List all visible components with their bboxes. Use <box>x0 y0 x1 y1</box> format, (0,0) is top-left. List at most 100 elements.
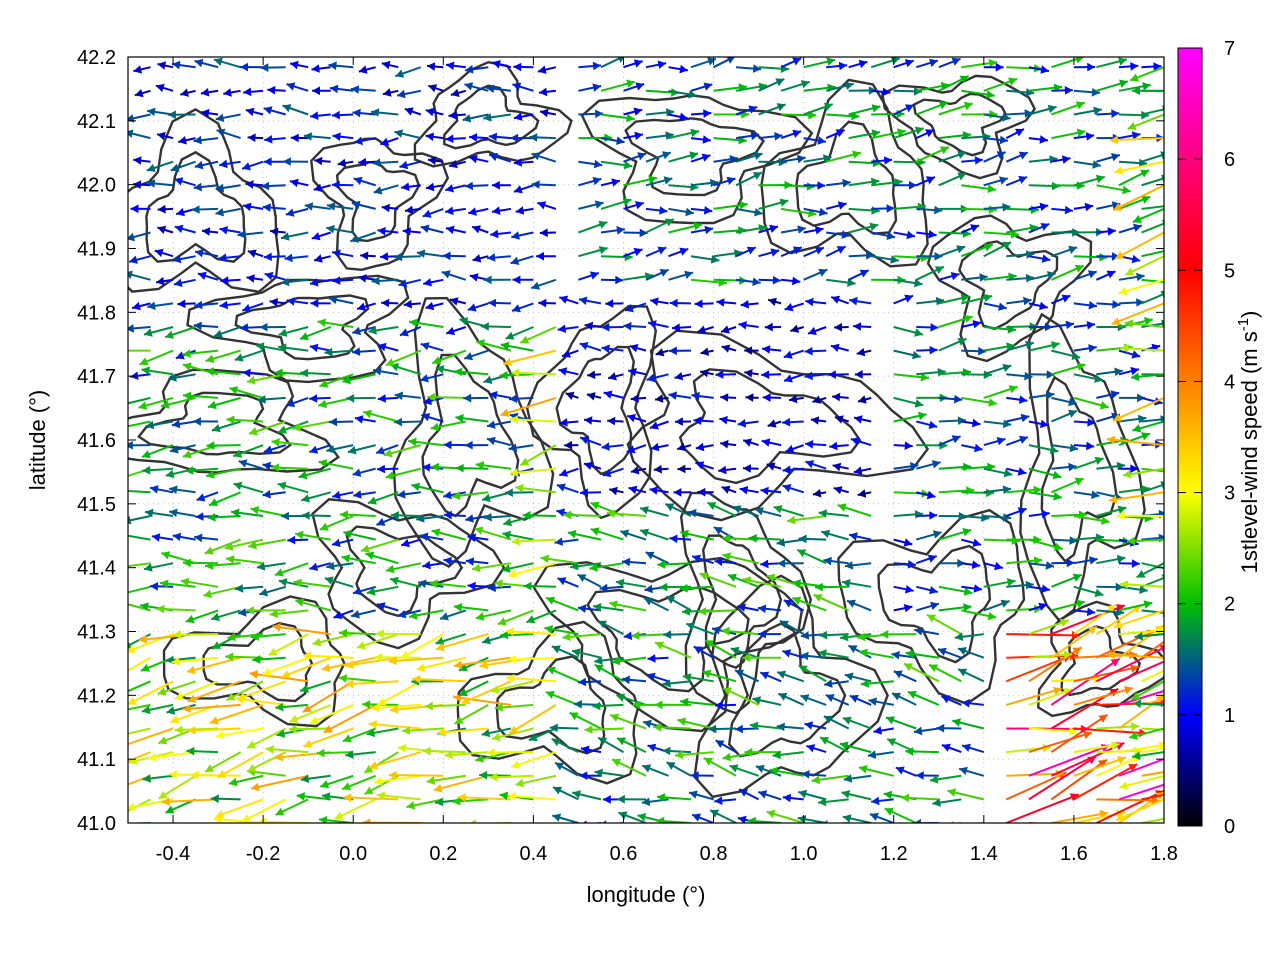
wind-arrow <box>169 444 196 454</box>
wind-arrow-head <box>1065 320 1074 330</box>
wind-arrow-head <box>321 663 331 672</box>
wind-arrow-head <box>721 325 730 334</box>
wind-arrow-shaft <box>505 630 556 636</box>
wind-arrow <box>326 561 354 571</box>
y-tick-label: 41.7 <box>77 366 116 388</box>
wind-arrow-head <box>778 692 788 701</box>
wind-arrow-head <box>777 670 786 679</box>
wind-arrow-head <box>324 576 334 585</box>
wind-arrow-head <box>158 736 168 745</box>
wind-arrow-head <box>351 610 360 619</box>
wind-arrow-shaft <box>148 751 196 760</box>
wind-arrow-head <box>423 396 432 405</box>
wind-arrow-head <box>941 695 951 704</box>
wind-arrow-head <box>682 673 692 682</box>
wind-arrow-head <box>693 416 702 425</box>
wind-arrow-head <box>626 445 636 454</box>
wind-arrow <box>309 444 332 454</box>
wind-arrow <box>465 514 489 523</box>
wind-arrow <box>618 811 647 823</box>
wind-arrow-head <box>394 417 403 427</box>
wind-arrow <box>408 609 444 620</box>
wind-arrow-shaft <box>128 516 129 518</box>
wind-arrow-head <box>988 398 997 407</box>
wind-arrow-head <box>766 573 776 582</box>
wind-arrow-head <box>873 726 882 735</box>
wind-arrow-head <box>937 647 947 656</box>
wind-arrow-head <box>190 770 199 780</box>
wind-arrow <box>734 724 759 734</box>
wind-arrow-head <box>207 513 216 522</box>
wind-arrow-head <box>515 778 525 788</box>
wind-arrow-shaft <box>954 822 962 823</box>
wind-arrow <box>505 326 534 340</box>
wind-arrow-shaft <box>506 676 556 683</box>
wind-arrow-shaft <box>1095 604 1143 635</box>
wind-arrow-head <box>443 556 452 566</box>
wind-arrow-shaft <box>272 625 331 636</box>
wind-arrow <box>203 585 241 599</box>
wind-arrow <box>776 538 804 547</box>
wind-arrow-head <box>303 651 312 661</box>
wind-arrow-head <box>265 745 274 754</box>
wind-arrow-head <box>119 688 128 696</box>
x-tick-label: 1.2 <box>880 843 908 865</box>
wind-arrow <box>819 630 849 640</box>
wind-arrow-head <box>707 502 717 510</box>
wind-arrow-head <box>632 700 641 710</box>
wind-arrow-head <box>193 417 201 426</box>
wind-arrow-head <box>194 300 203 310</box>
wind-arrow-head <box>590 527 600 536</box>
wind-arrow-head <box>1165 247 1174 255</box>
wind-arrow-head <box>217 769 227 778</box>
wind-arrow <box>680 529 714 541</box>
wind-arrow <box>164 326 196 339</box>
wind-arrow <box>286 297 309 306</box>
wind-arrow-head <box>859 648 868 658</box>
wind-arrow <box>343 793 399 802</box>
wind-arrow-head <box>1072 573 1082 582</box>
wind-arrow <box>1073 515 1110 525</box>
wind-arrow-shaft <box>128 515 151 522</box>
wind-arrow <box>868 697 894 706</box>
wind-arrow-head <box>242 368 251 378</box>
wind-arrow <box>128 279 129 281</box>
wind-arrow <box>476 339 512 352</box>
wind-arrow <box>916 490 936 500</box>
wind-arrow-head <box>271 463 280 472</box>
wind-arrow <box>685 622 714 636</box>
wind-arrow <box>893 326 924 337</box>
wind-arrow <box>262 656 309 676</box>
wind-arrow-head <box>1002 485 1012 495</box>
wind-arrow-head <box>1131 692 1141 700</box>
wind-arrow-head <box>905 649 915 659</box>
wind-arrow <box>171 419 196 429</box>
wind-arrow <box>737 603 759 612</box>
wind-arrow <box>1112 396 1164 422</box>
wind-arrow-head <box>446 326 456 336</box>
x-tick-label: 1.6 <box>1060 843 1088 865</box>
wind-arrow-head <box>1128 650 1138 660</box>
wind-arrow-shaft <box>128 327 129 329</box>
wind-arrow-head <box>1131 722 1140 731</box>
wind-arrow-head <box>854 370 863 379</box>
wind-arrow-head <box>540 554 550 564</box>
y-tick-label: 41.1 <box>77 749 116 771</box>
wind-arrow <box>913 726 939 736</box>
wind-arrow <box>500 396 557 417</box>
wind-arrow-head <box>925 823 933 832</box>
wind-arrow <box>486 748 534 757</box>
wind-arrow-head <box>538 298 547 308</box>
wind-arrow-head <box>455 463 464 473</box>
wind-arrow-head <box>1019 435 1028 444</box>
wind-arrow <box>1141 467 1164 473</box>
wind-arrow-head <box>374 652 383 662</box>
wind-arrow <box>246 373 286 385</box>
wind-arrow-head <box>830 343 840 352</box>
wind-arrow <box>623 321 647 331</box>
wind-arrow <box>341 774 377 791</box>
wind-arrow <box>954 632 984 641</box>
wind-arrow-head <box>646 672 656 681</box>
wind-arrow-head <box>300 684 309 693</box>
wind-arrow-head <box>274 752 283 762</box>
